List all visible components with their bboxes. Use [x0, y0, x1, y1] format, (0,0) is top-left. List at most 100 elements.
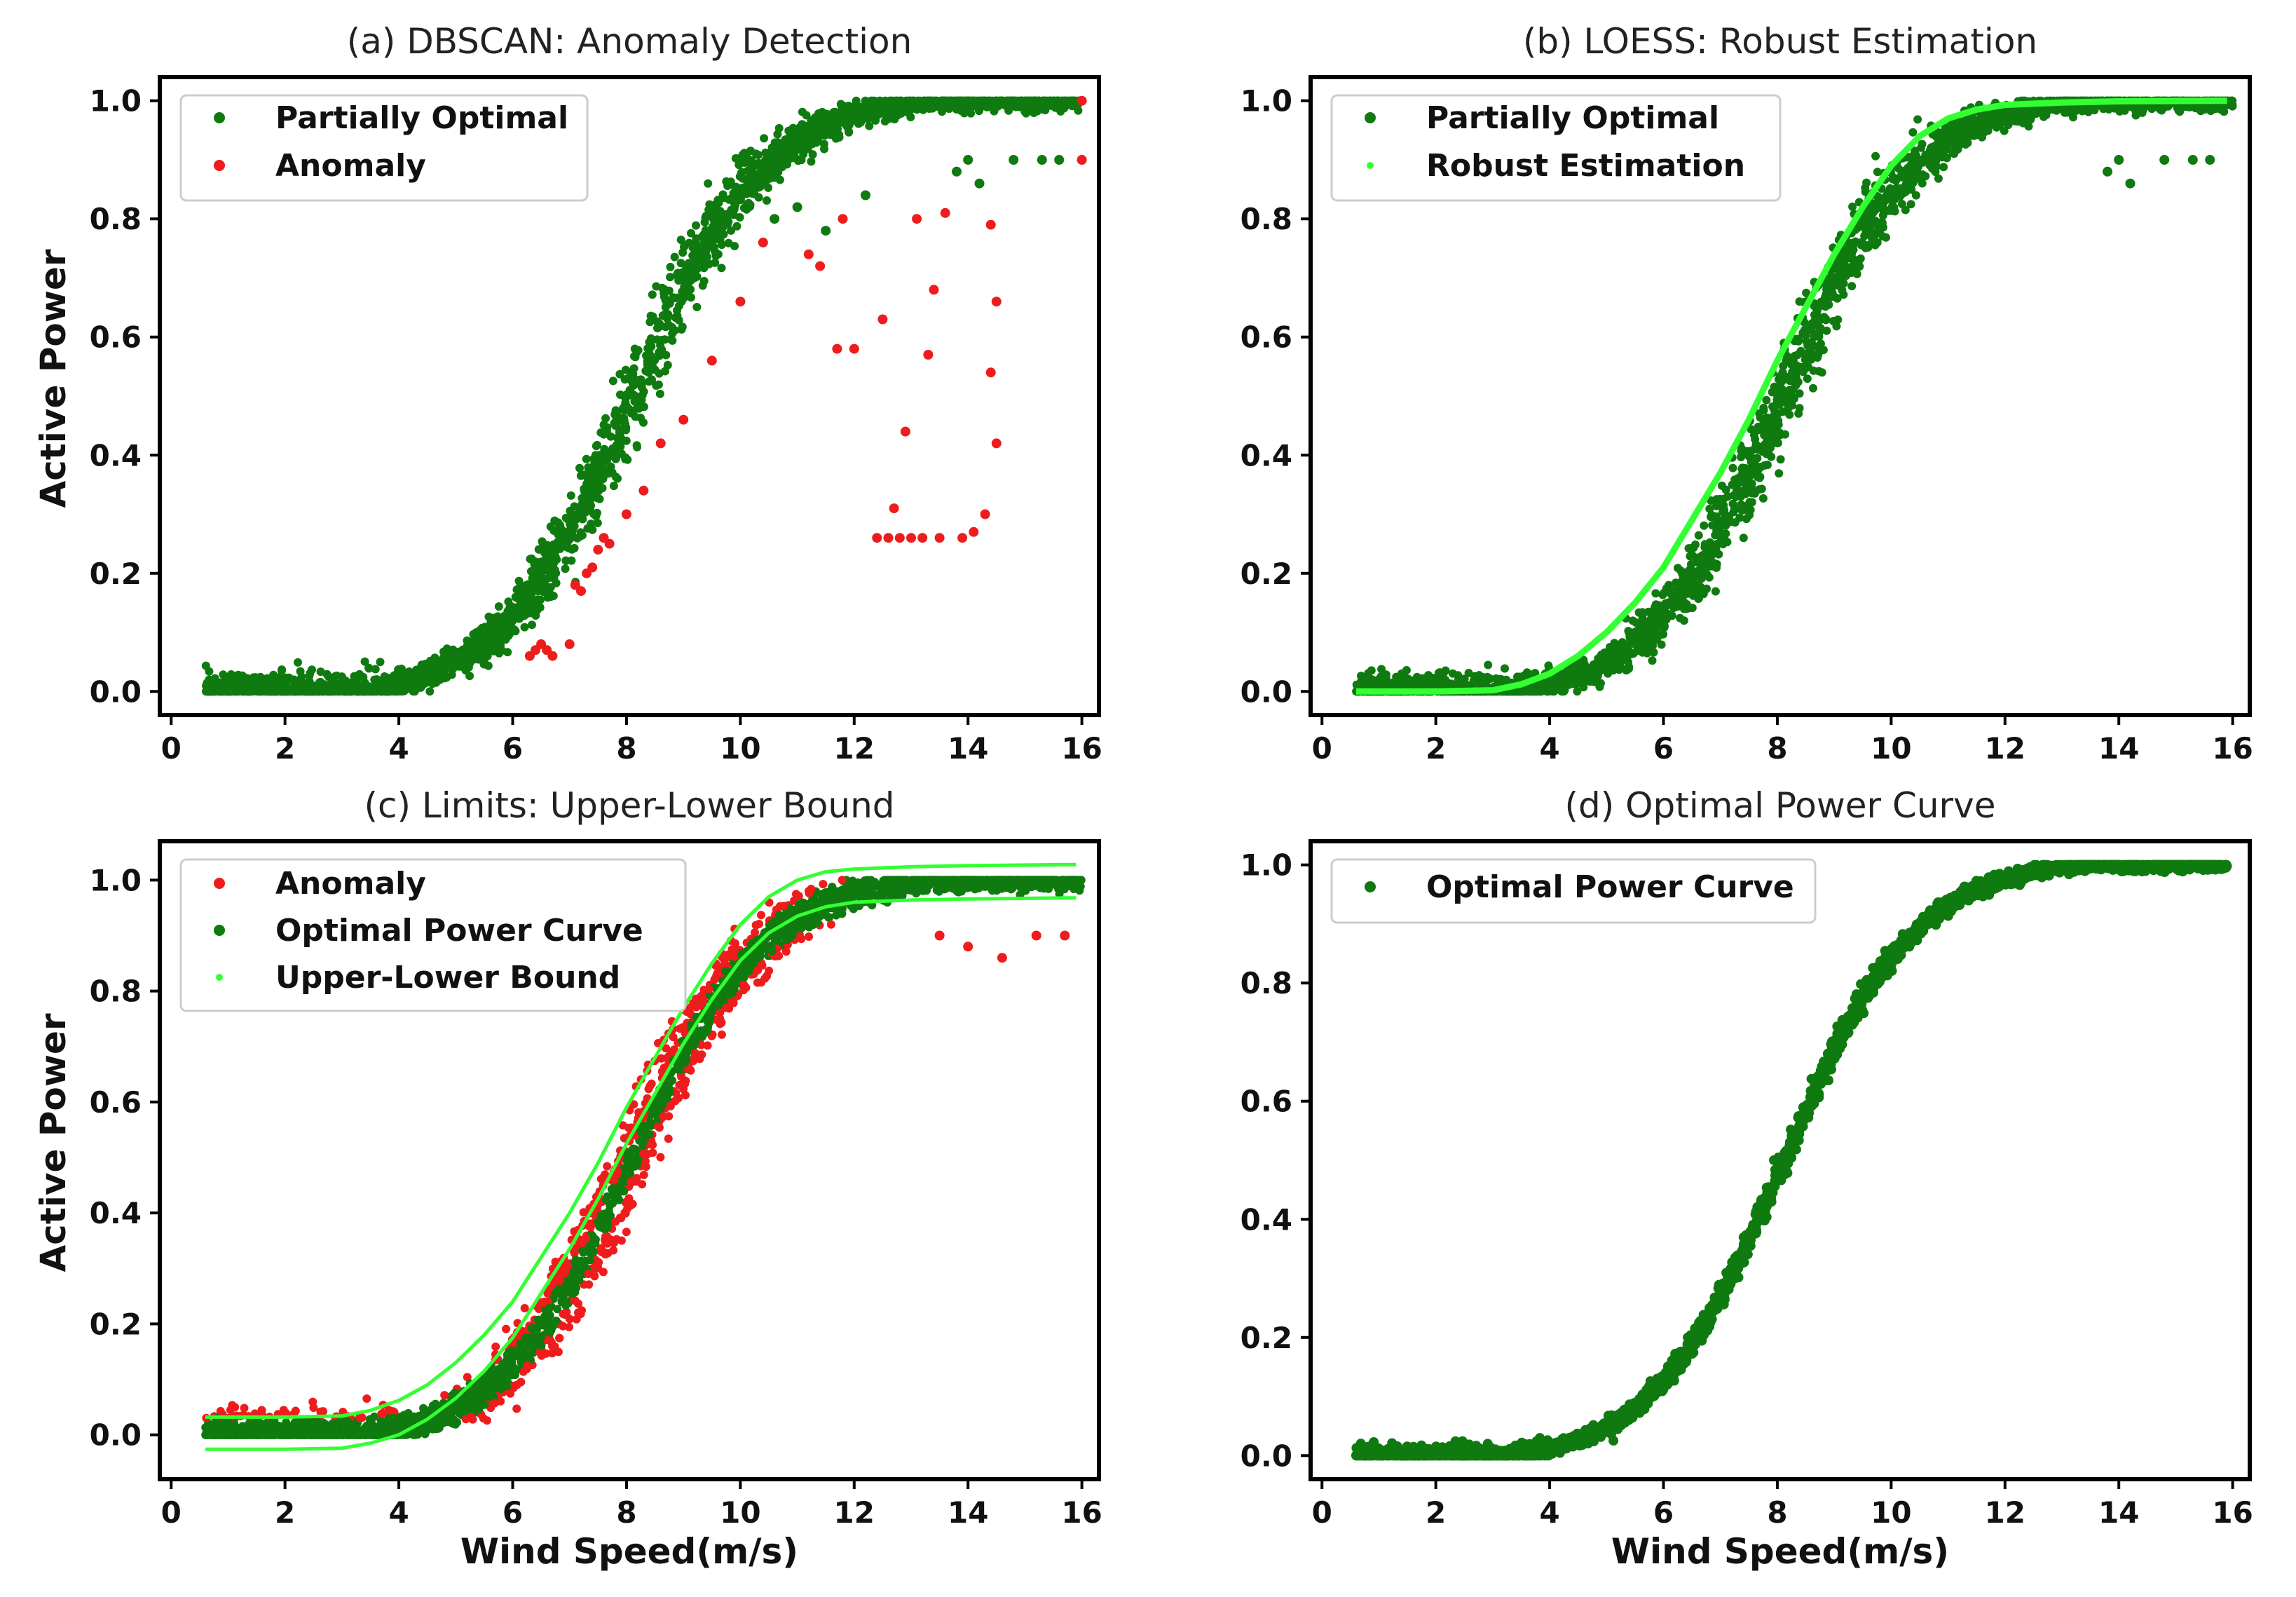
partially-optimal-point [1785, 386, 1794, 394]
partially-optimal-point [639, 402, 648, 412]
partially-optimal-point [201, 661, 210, 670]
partially-optimal-point [1745, 498, 1754, 507]
partially-optimal-point [580, 497, 589, 506]
partially-optimal-point [631, 412, 640, 421]
partially-optimal-point [346, 679, 355, 687]
partially-optimal-point [781, 137, 791, 147]
partially-optimal-point [1758, 494, 1768, 503]
partially-optimal-point [558, 528, 567, 537]
partially-optimal-point [963, 155, 973, 165]
partially-optimal-point [479, 656, 488, 665]
panel-a-title: (a) DBSCAN: Anomaly Detection [347, 21, 913, 62]
partially-optimal-point [576, 471, 585, 480]
partially-optimal-point [547, 548, 556, 557]
partially-optimal-point [704, 205, 713, 215]
partially-optimal-point [549, 559, 558, 569]
partially-optimal-point [1751, 435, 1760, 444]
partially-optimal-point [1839, 290, 1848, 299]
partially-optimal-point [1484, 660, 1493, 670]
partially-optimal-point [1762, 395, 1771, 405]
anomaly-point [655, 438, 666, 449]
partially-optimal-point [791, 147, 800, 156]
legend-marker-anomaly [214, 160, 225, 171]
partially-optimal-point [657, 335, 667, 344]
partially-optimal-point [463, 643, 472, 651]
partially-optimal-point [519, 582, 528, 591]
partially-optimal-point [726, 177, 735, 186]
x-tick-label: 4 [388, 731, 409, 766]
partially-optimal-point [652, 282, 661, 291]
partially-optimal-point [1649, 648, 1658, 657]
partially-optimal-point [419, 667, 428, 675]
partially-optimal-point [1847, 282, 1857, 291]
partially-optimal-point [575, 463, 584, 473]
x-tick-label: 6 [503, 731, 523, 766]
partially-optimal-point [1794, 409, 1803, 418]
partially-optimal-point [966, 97, 976, 107]
partially-optimal-point [570, 522, 579, 531]
partially-optimal-point [670, 252, 679, 261]
partially-optimal-point [578, 531, 587, 540]
partially-optimal-point [1739, 534, 1748, 543]
partially-optimal-point [703, 252, 711, 261]
anomaly-point [1077, 155, 1087, 165]
partially-optimal-point [1700, 521, 1709, 530]
partially-optimal-point [1906, 200, 1915, 209]
partially-optimal-point [425, 687, 435, 696]
partially-optimal-point [1795, 297, 1804, 306]
partially-optimal-point [698, 281, 707, 290]
partially-optimal-point [1728, 499, 1737, 508]
partially-optimal-point [717, 264, 726, 273]
partially-optimal-point [692, 303, 702, 311]
partially-optimal-point [608, 376, 617, 386]
partially-optimal-point [737, 193, 746, 202]
partially-optimal-point [732, 222, 742, 231]
partially-optimal-point [1745, 449, 1754, 458]
partially-optimal-point [852, 107, 861, 116]
legend-marker-partially-optimal [214, 112, 225, 123]
partially-optimal-point [380, 672, 389, 681]
partially-optimal-point [1742, 515, 1751, 524]
partially-optimal-point [749, 186, 757, 195]
partially-optimal-point [1009, 155, 1019, 165]
panel-a: (a) DBSCAN: Anomaly Detection Active Pow… [33, 21, 1102, 766]
partially-optimal-point [1400, 670, 1409, 679]
anomaly-point [980, 509, 990, 519]
partially-optimal-point [757, 170, 766, 179]
partially-optimal-point [754, 193, 763, 202]
anomaly-point [803, 249, 814, 259]
partially-optimal-point [1871, 151, 1880, 161]
partially-optimal-point [861, 105, 870, 114]
partially-optimal-point [416, 674, 425, 683]
partially-optimal-point [619, 404, 628, 413]
partially-optimal-point [1022, 109, 1031, 118]
partially-optimal-point [656, 322, 665, 331]
x-tick-label: 16 [1061, 731, 1102, 766]
partially-optimal-point [528, 620, 536, 630]
partially-optimal-point [1600, 648, 1609, 657]
partially-optimal-point [664, 320, 673, 329]
partially-optimal-point [1908, 128, 1918, 137]
partially-optimal-point [334, 687, 343, 696]
y-tick-label: 0.0 [90, 674, 142, 709]
x-tick-label: 12 [834, 731, 875, 766]
partially-optimal-point [670, 294, 679, 303]
partially-optimal-point [331, 672, 340, 681]
partially-optimal-point [1037, 96, 1046, 105]
partially-optimal-point [666, 262, 675, 271]
partially-optimal-point [751, 149, 760, 158]
partially-optimal-point [1367, 666, 1376, 675]
partially-optimal-point [561, 556, 570, 565]
anomaly-point [832, 344, 842, 354]
partially-optimal-point [293, 686, 302, 695]
partially-optimal-point [360, 657, 369, 666]
partially-optimal-point [674, 315, 683, 325]
partially-optimal-point [892, 102, 901, 111]
partially-optimal-point [588, 525, 597, 534]
partially-optimal-point [1888, 175, 1897, 184]
panel-b: (b) LOESS: Robust Estimation Partially O… [1241, 21, 2253, 766]
partially-optimal-point [281, 687, 290, 696]
partially-optimal-point [481, 623, 490, 632]
anomaly-point [934, 533, 945, 543]
partially-optimal-point [265, 687, 274, 696]
